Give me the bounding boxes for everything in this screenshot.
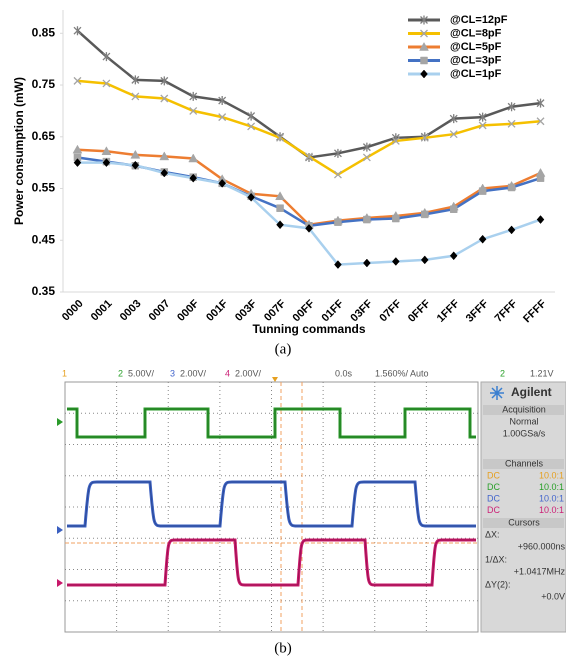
y-tick-label: 0.75 [32,77,56,91]
scope-header-text: Auto [410,368,429,378]
x-tick-label: 03FF [348,298,375,325]
panel-text: +0.0V [541,591,565,601]
marker [363,259,370,267]
x-tick-label: 07FF [377,298,404,325]
x-tick-label: 00FF [291,298,318,325]
marker [508,184,515,191]
panel-text: DC [487,482,500,492]
marker [450,206,457,213]
panel-text: 10.0:1 [539,493,564,503]
scope-header-text: 5.00V/ [128,368,155,378]
figure: (a) (b) 0.35 0.45 0.55 0.65 0.75 0.85 00000001… [0,0,566,661]
marker [421,256,428,264]
panel-text: +1.0417MHz [514,566,566,576]
marker [277,205,284,212]
x-tick-label: 01FF [319,298,346,325]
marker [363,216,370,223]
legend-label: @CL=12pF [450,14,508,26]
y-tick-label: 0.35 [32,284,56,298]
panel-text: ΔY(2): [485,579,511,589]
panel-text: Acquisition [502,404,546,414]
x-tick-label: 0000 [60,298,86,324]
panel-text: ΔX: [485,529,500,539]
x-tick-label: 3FFF [464,297,491,324]
marker [537,175,544,182]
panel-text: DC [487,493,500,503]
y-axis-title: Power consumption (mW) [12,77,26,225]
scope-header-text: 2 [118,368,123,378]
legend-marker [421,57,428,64]
legend-label: @CL=1pF [450,68,502,80]
line [77,163,540,265]
x-tick-label: FFFF [521,298,549,326]
x-tick-label: 0007 [147,298,173,324]
x-tick-label: 7FFF [493,297,520,324]
x-tick-label: 0001 [89,298,115,324]
scope-header-text: 2 [500,368,505,378]
panel-text: Channels [505,458,544,468]
panel-text: 10.0:1 [539,505,564,515]
channel-marker [57,418,63,426]
scope-header-text: 2.00V/ [180,368,207,378]
scope-header-text: 1.560%/ [375,368,409,378]
legend-label: @CL=3pF [450,54,502,66]
marker [74,26,81,35]
x-tick-label: 1FFF [435,297,462,324]
scope-header [0,367,566,381]
marker [392,215,399,222]
y-tick-label: 0.85 [32,25,56,39]
scope-header-text: 1 [62,368,67,378]
y-tick-label: 0.55 [32,181,56,195]
panel-text: 10.0:1 [539,470,564,480]
caption: (b) [274,640,292,656]
x-tick-label: 003F [233,297,259,323]
y-tick-label: 0.45 [32,232,56,246]
panel-text: 10.0:1 [539,482,564,492]
panel-text: Normal [509,416,538,426]
x-tick-label: 007F [262,297,288,323]
scope-header-text: 1.21V [530,368,554,378]
marker [421,211,428,218]
panel-text: Cursors [508,517,540,527]
x-axis-title: Tunning commands [252,322,365,336]
panel-text: DC [487,470,500,480]
scope-header-text: 3 [170,368,175,378]
x-tick-label: 0003 [118,298,144,324]
panel-text: +960.000ns [518,541,566,551]
x-tick-label: 0FFF [406,297,433,324]
marker [537,216,544,224]
marker [479,188,486,195]
legend-marker [421,70,428,78]
brand: Agilent [511,385,552,399]
caption: (a) [275,341,292,357]
marker [103,52,110,61]
y-tick-label: 0.65 [32,129,56,143]
panel-text: 1/ΔX: [485,554,507,564]
x-tick-label: 000F [175,297,201,323]
channel-marker [57,526,63,534]
channel-marker [57,579,63,587]
marker [334,219,341,226]
scope-header-text: 0.0s [335,368,353,378]
marker [392,257,399,265]
scope-header-text: 4 [225,368,230,378]
scope-header-text: 2.00V/ [235,368,262,378]
legend-label: @CL=5pF [450,41,502,53]
marker [508,226,515,234]
legend-label: @CL=8pF [450,27,502,39]
panel-text: 1.00GSa/s [503,428,546,438]
x-tick-label: 001F [204,297,230,323]
brand-logo [490,386,504,400]
panel-text: DC [487,505,500,515]
